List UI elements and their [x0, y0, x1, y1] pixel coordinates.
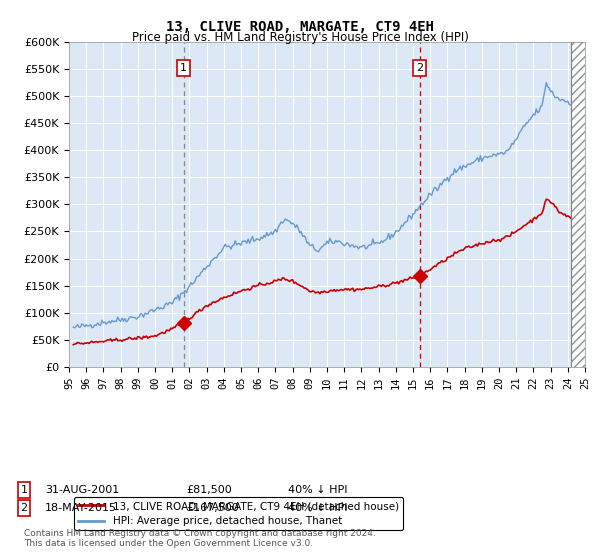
Text: Price paid vs. HM Land Registry's House Price Index (HPI): Price paid vs. HM Land Registry's House …: [131, 31, 469, 44]
Text: 13, CLIVE ROAD, MARGATE, CT9 4EH: 13, CLIVE ROAD, MARGATE, CT9 4EH: [166, 20, 434, 34]
Text: 2: 2: [416, 63, 423, 73]
Text: 18-MAY-2015: 18-MAY-2015: [45, 503, 117, 513]
Text: 1: 1: [180, 63, 187, 73]
Text: 31-AUG-2001: 31-AUG-2001: [45, 485, 119, 495]
Text: £81,500: £81,500: [186, 485, 232, 495]
Text: £167,500: £167,500: [186, 503, 239, 513]
Text: 1: 1: [20, 485, 28, 495]
Text: 40% ↓ HPI: 40% ↓ HPI: [288, 503, 347, 513]
Legend: 13, CLIVE ROAD, MARGATE, CT9 4EH (detached house), HPI: Average price, detached : 13, CLIVE ROAD, MARGATE, CT9 4EH (detach…: [74, 497, 403, 530]
Text: 2: 2: [20, 503, 28, 513]
Text: 40% ↓ HPI: 40% ↓ HPI: [288, 485, 347, 495]
Bar: [571, 42, 585, 367]
Text: Contains HM Land Registry data © Crown copyright and database right 2024.
This d: Contains HM Land Registry data © Crown c…: [24, 529, 376, 548]
